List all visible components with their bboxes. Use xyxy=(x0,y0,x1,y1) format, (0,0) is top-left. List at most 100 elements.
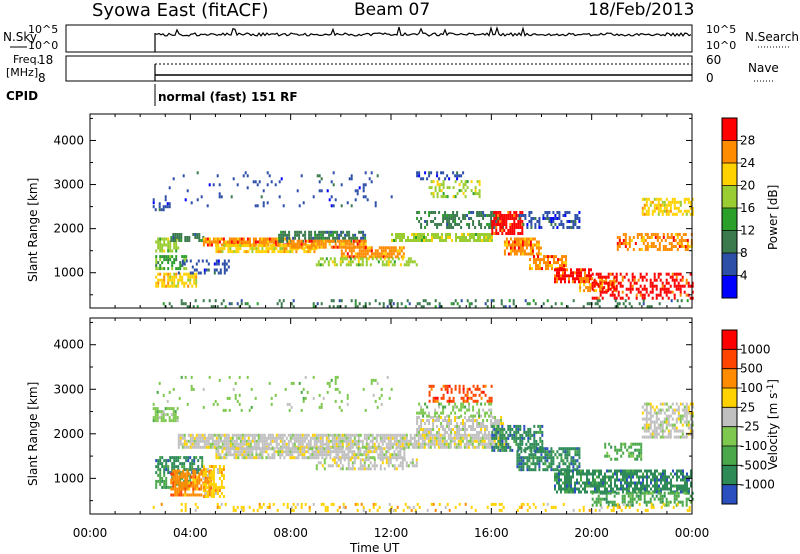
heatmap-cell xyxy=(317,456,320,460)
heatmap-cell xyxy=(281,439,284,443)
heatmap-cell xyxy=(254,237,257,241)
heatmap-cell xyxy=(474,387,477,391)
heatmap-cell xyxy=(476,431,479,434)
heatmap-cell xyxy=(367,456,370,460)
heatmap-cell xyxy=(499,448,502,452)
heatmap-cell xyxy=(558,469,560,473)
heatmap-cell xyxy=(369,447,372,451)
heatmap-cell xyxy=(163,240,166,244)
heatmap-cell xyxy=(454,220,457,223)
heatmap-cell xyxy=(378,246,381,250)
heatmap-cell xyxy=(385,458,388,462)
heatmap-cell xyxy=(588,484,590,488)
heatmap-cell xyxy=(347,467,350,471)
heatmap-cell xyxy=(173,278,176,282)
heatmap-cell xyxy=(452,195,455,199)
heatmap-cell xyxy=(558,478,560,482)
heatmap-cell xyxy=(687,197,690,201)
heatmap-cell xyxy=(470,396,473,400)
heatmap-cell xyxy=(655,293,658,297)
heatmap-cell xyxy=(328,198,331,202)
heatmap-cell xyxy=(186,305,189,309)
heatmap-cell xyxy=(497,424,500,428)
heatmap-cell xyxy=(574,447,577,451)
heatmap-cell xyxy=(426,405,429,409)
heatmap-cell xyxy=(653,197,656,201)
heatmap-cell xyxy=(624,233,627,236)
heatmap-cell xyxy=(349,456,352,460)
heatmap-cell xyxy=(444,217,447,220)
heatmap-cell xyxy=(339,461,342,465)
heatmap-cell xyxy=(630,469,632,473)
heatmap-cell xyxy=(537,246,540,250)
heatmap-cell xyxy=(173,246,176,250)
heatmap-cell xyxy=(590,277,592,281)
heatmap-cell xyxy=(371,464,374,468)
heatmap-cell xyxy=(323,433,326,437)
heatmap-cell xyxy=(471,233,473,236)
heatmap-cell xyxy=(656,248,659,251)
heatmap-cell xyxy=(401,433,404,437)
heatmap-cell xyxy=(344,305,347,309)
heatmap-cell xyxy=(325,456,328,460)
heatmap-cell xyxy=(665,272,668,276)
heatmap-cell xyxy=(578,469,580,473)
heatmap-cell xyxy=(212,468,215,471)
heatmap-cell xyxy=(193,272,196,276)
heatmap-cell xyxy=(328,305,331,309)
heatmap-cell xyxy=(222,477,225,480)
heatmap-cell xyxy=(207,268,210,272)
heatmap-cell xyxy=(341,439,344,443)
heatmap-cell xyxy=(418,431,421,434)
heatmap-cell xyxy=(538,459,541,463)
heatmap-cell xyxy=(647,209,650,213)
heatmap-cell xyxy=(622,469,624,473)
heatmap-cell xyxy=(190,493,193,497)
heatmap-cell xyxy=(181,262,184,266)
heatmap-cell xyxy=(167,261,170,265)
heatmap-cell xyxy=(502,422,505,425)
heatmap-cell xyxy=(677,209,680,213)
heatmap-cell xyxy=(346,255,349,259)
heatmap-cell xyxy=(568,462,571,466)
heatmap-cell xyxy=(283,439,286,443)
heatmap-cell xyxy=(471,439,474,443)
heatmap-cell xyxy=(364,302,367,306)
heatmap-cell xyxy=(264,237,267,241)
heatmap-cell xyxy=(538,220,541,223)
heatmap-cell xyxy=(329,464,332,468)
heatmap-cell xyxy=(614,469,616,473)
heatmap-cell xyxy=(367,464,370,468)
heatmap-cell xyxy=(517,214,520,217)
heatmap-cell xyxy=(646,236,649,239)
heatmap-cell xyxy=(335,456,338,460)
heatmap-cell xyxy=(450,217,453,220)
heatmap-cell xyxy=(307,439,310,443)
heatmap-cell xyxy=(426,428,429,431)
heatmap-cell xyxy=(515,249,518,253)
heatmap-cell xyxy=(637,287,640,291)
heatmap-cell xyxy=(321,447,324,451)
heatmap-cell xyxy=(470,211,473,214)
heatmap-cell xyxy=(420,226,423,229)
heatmap-cell xyxy=(279,456,282,460)
heatmap-cell xyxy=(174,236,177,239)
heatmap-cell xyxy=(185,439,188,443)
heatmap-cell xyxy=(527,436,530,440)
heatmap-cell xyxy=(586,472,588,476)
heatmap-cell xyxy=(417,433,420,437)
heatmap-cell xyxy=(542,468,545,472)
heatmap-cell xyxy=(167,255,170,259)
heatmap-cell xyxy=(665,206,668,210)
heatmap-cell xyxy=(672,236,675,239)
heatmap-cell xyxy=(467,233,469,236)
heatmap-cell xyxy=(350,177,353,181)
heatmap-cell xyxy=(216,240,219,244)
heatmap-cell xyxy=(483,433,486,437)
heatmap-cell xyxy=(465,439,468,443)
heatmap-cell xyxy=(428,393,431,397)
heatmap-cell xyxy=(343,433,346,437)
heatmap-cell xyxy=(464,405,467,409)
heatmap-cell xyxy=(288,236,291,240)
heatmap-cell xyxy=(507,217,510,220)
